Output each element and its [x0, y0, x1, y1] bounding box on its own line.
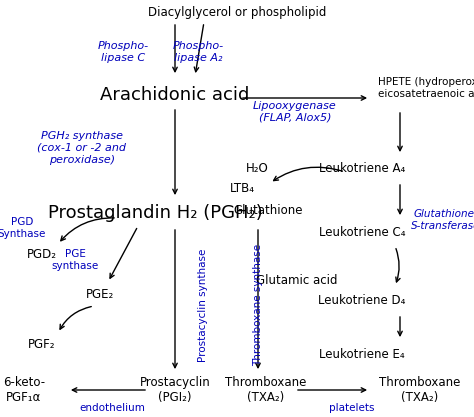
- Text: HPETE (hydroperoxy-
eicosatetraenoic acid): HPETE (hydroperoxy- eicosatetraenoic aci…: [378, 77, 474, 99]
- Text: PGE₂: PGE₂: [86, 289, 114, 301]
- Text: Glutathione-
S-transferase: Glutathione- S-transferase: [411, 209, 474, 231]
- Text: Thromboxane
(TXA₂): Thromboxane (TXA₂): [379, 376, 461, 404]
- Text: platelets: platelets: [329, 403, 375, 413]
- Text: Leukotriene E₄: Leukotriene E₄: [319, 349, 405, 362]
- Text: Phospho-
lipase C: Phospho- lipase C: [98, 41, 148, 63]
- Text: Thromboxane synthase: Thromboxane synthase: [253, 244, 263, 366]
- Text: Phospho-
lipase A₂: Phospho- lipase A₂: [173, 41, 224, 63]
- Text: H₂O: H₂O: [246, 161, 268, 174]
- Text: Glutathione: Glutathione: [233, 203, 303, 216]
- Text: endothelium: endothelium: [79, 403, 145, 413]
- Text: LTB₄: LTB₄: [229, 181, 255, 194]
- Text: Arachidonic acid: Arachidonic acid: [100, 86, 250, 104]
- Text: Leukotriene C₄: Leukotriene C₄: [319, 226, 405, 239]
- Text: Thromboxane
(TXA₂): Thromboxane (TXA₂): [225, 376, 307, 404]
- Text: PGH₂ synthase
(cox-1 or -2 and
peroxidase): PGH₂ synthase (cox-1 or -2 and peroxidas…: [37, 131, 127, 165]
- Text: PGD
Synthase: PGD Synthase: [0, 217, 46, 239]
- Text: Leukotriene D₄: Leukotriene D₄: [319, 294, 406, 306]
- Text: Prostacyclin synthase: Prostacyclin synthase: [198, 248, 208, 362]
- Text: PGD₂: PGD₂: [27, 249, 57, 261]
- Text: PGE
synthase: PGE synthase: [51, 249, 99, 271]
- Text: Prostaglandin H₂ (PGH₂): Prostaglandin H₂ (PGH₂): [47, 204, 263, 222]
- Text: Lipooxygenase
(FLAP, Alox5): Lipooxygenase (FLAP, Alox5): [253, 101, 337, 123]
- Text: PGF₂: PGF₂: [28, 339, 56, 352]
- Text: Glutamic acid: Glutamic acid: [256, 274, 338, 286]
- Text: Diacylglycerol or phospholipid: Diacylglycerol or phospholipid: [148, 5, 326, 18]
- Text: Prostacyclin
(PGI₂): Prostacyclin (PGI₂): [140, 376, 210, 404]
- Text: Leukotriene A₄: Leukotriene A₄: [319, 161, 405, 174]
- Text: 6-keto-
PGF₁α: 6-keto- PGF₁α: [3, 376, 45, 404]
